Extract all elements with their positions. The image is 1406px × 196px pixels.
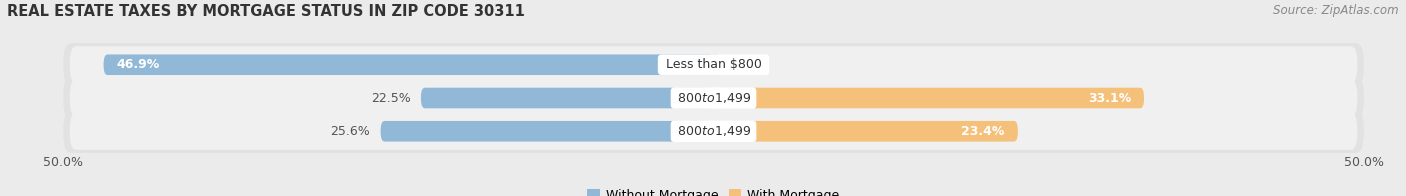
Text: Source: ZipAtlas.com: Source: ZipAtlas.com xyxy=(1274,4,1399,17)
FancyBboxPatch shape xyxy=(70,46,1357,83)
FancyBboxPatch shape xyxy=(63,76,1364,120)
FancyBboxPatch shape xyxy=(381,121,713,142)
FancyBboxPatch shape xyxy=(711,54,717,75)
Text: 22.5%: 22.5% xyxy=(371,92,411,104)
Text: Less than $800: Less than $800 xyxy=(662,58,765,71)
FancyBboxPatch shape xyxy=(420,88,713,108)
Text: 25.6%: 25.6% xyxy=(330,125,370,138)
Legend: Without Mortgage, With Mortgage: Without Mortgage, With Mortgage xyxy=(582,184,845,196)
Text: 0.18%: 0.18% xyxy=(727,58,766,71)
FancyBboxPatch shape xyxy=(713,121,1018,142)
Text: 23.4%: 23.4% xyxy=(962,125,1005,138)
FancyBboxPatch shape xyxy=(70,113,1357,150)
FancyBboxPatch shape xyxy=(63,110,1364,153)
Text: $800 to $1,499: $800 to $1,499 xyxy=(675,91,752,105)
Text: REAL ESTATE TAXES BY MORTGAGE STATUS IN ZIP CODE 30311: REAL ESTATE TAXES BY MORTGAGE STATUS IN … xyxy=(7,4,524,19)
Text: $800 to $1,499: $800 to $1,499 xyxy=(675,124,752,138)
FancyBboxPatch shape xyxy=(713,88,1144,108)
Text: 46.9%: 46.9% xyxy=(117,58,160,71)
Text: 33.1%: 33.1% xyxy=(1088,92,1130,104)
FancyBboxPatch shape xyxy=(70,79,1357,117)
FancyBboxPatch shape xyxy=(63,43,1364,86)
FancyBboxPatch shape xyxy=(104,54,713,75)
